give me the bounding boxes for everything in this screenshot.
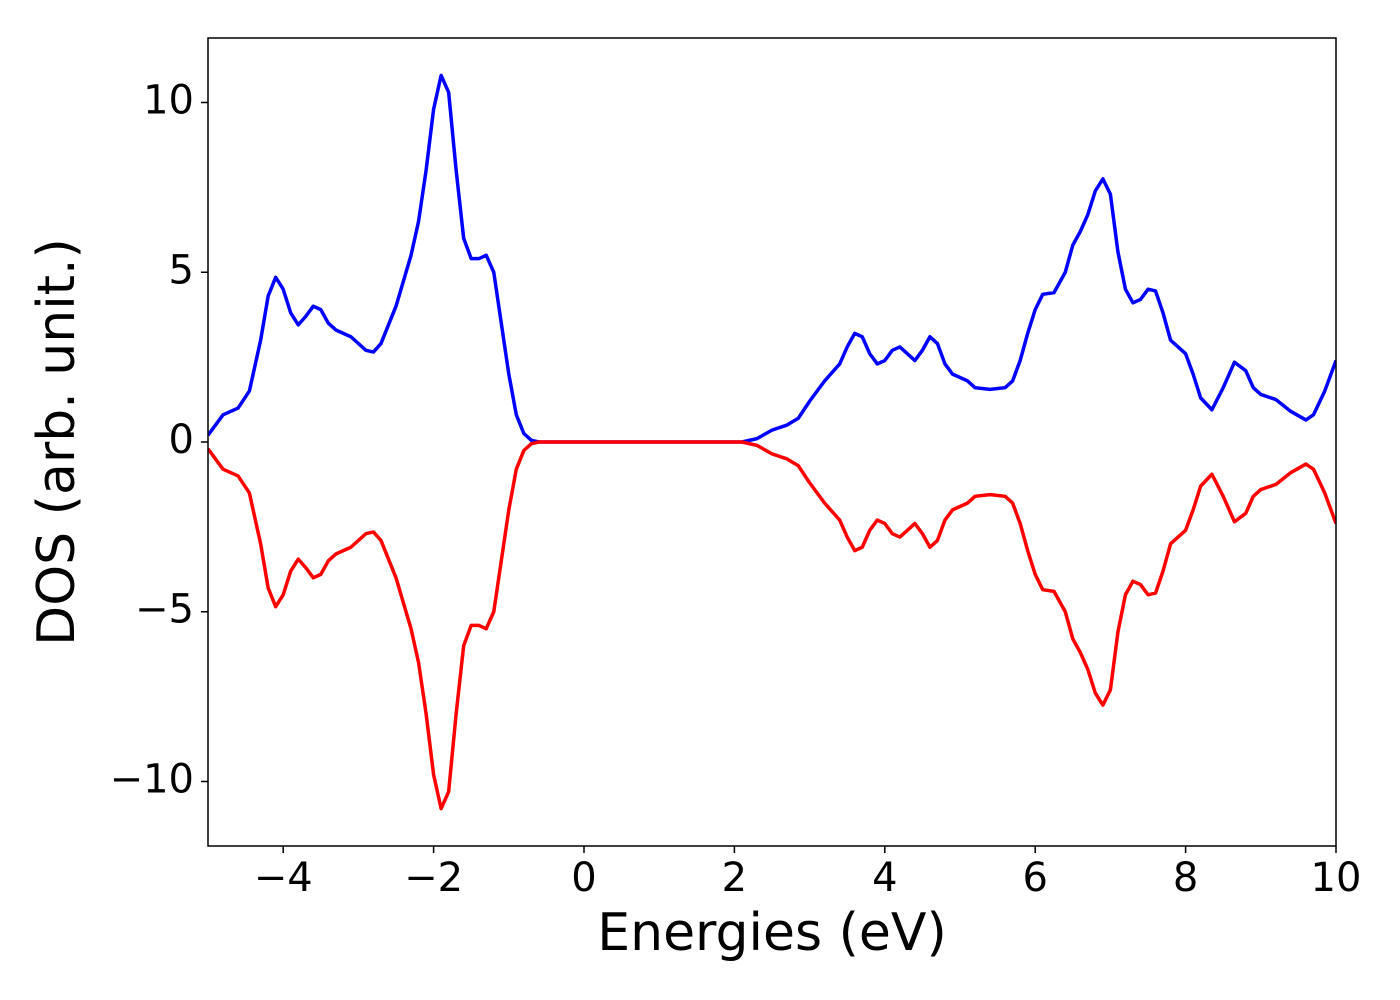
- y-tick-label: 10: [143, 78, 194, 124]
- dos-line: [208, 440, 1336, 811]
- dos-line: [208, 73, 1336, 444]
- y-tick-label: −5: [135, 587, 194, 633]
- y-axis-label: DOS (arb. unit.): [27, 238, 87, 646]
- y-tick-label: −10: [110, 756, 194, 802]
- y-tick-label: 0: [169, 417, 194, 463]
- x-tick-label: 6: [1022, 855, 1047, 901]
- x-tick-label: −4: [254, 855, 313, 901]
- x-tick-label: −2: [404, 855, 463, 901]
- y-tick-label: 5: [169, 247, 194, 293]
- x-axis-label: Energies (eV): [597, 903, 946, 963]
- x-tick-label: 0: [571, 855, 596, 901]
- plot-frame: [207, 37, 1337, 847]
- x-tick-label: 2: [722, 855, 747, 901]
- x-tick-label: 4: [872, 855, 897, 901]
- x-tick-label: 10: [1311, 855, 1362, 901]
- x-tick-label: 8: [1173, 855, 1198, 901]
